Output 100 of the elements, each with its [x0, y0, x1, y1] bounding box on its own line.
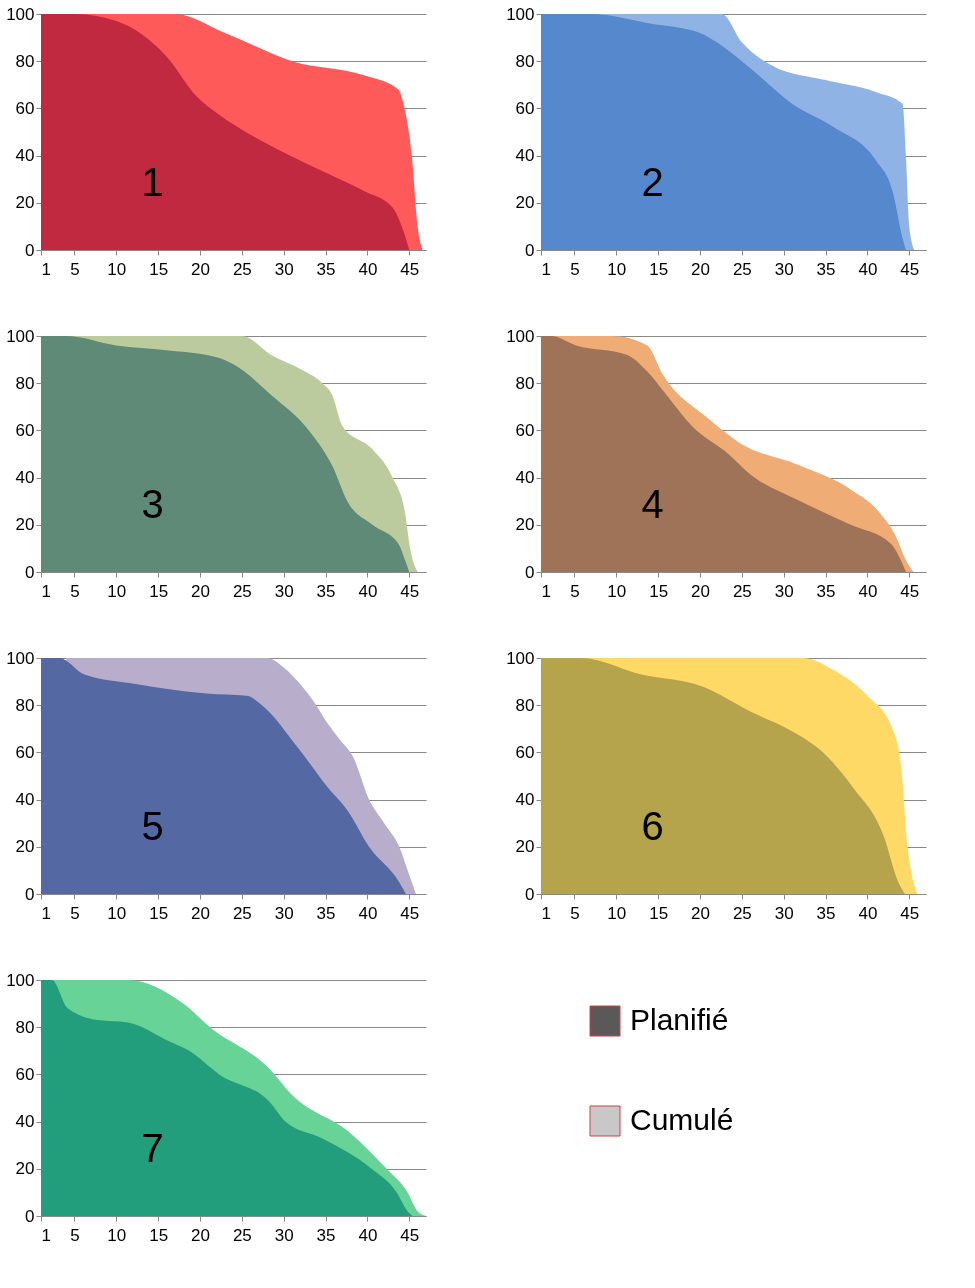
- y-tick-label: 20: [515, 837, 535, 857]
- y-tick-label: 20: [515, 193, 535, 213]
- x-tick-label: 35: [316, 1225, 336, 1245]
- y-tick-label: 0: [25, 240, 35, 260]
- annotation: 7: [141, 1125, 164, 1170]
- x-tick-label: 5: [70, 903, 80, 923]
- y-tick-label: 0: [25, 884, 35, 904]
- x-tick-label: 25: [232, 903, 252, 923]
- y-tick-label: 100: [506, 326, 535, 346]
- x-tick-label: 30: [774, 903, 794, 923]
- y-tick-label: 40: [515, 790, 535, 810]
- x-tick-label: 1: [41, 259, 51, 279]
- y-tick-label: 100: [6, 4, 35, 24]
- y-tick-label: 100: [506, 648, 535, 668]
- x-tick-label: 1: [541, 903, 551, 923]
- x-tick-label: 45: [400, 581, 420, 601]
- x-tick-label: 45: [900, 581, 920, 601]
- x-tick-label: 15: [149, 1225, 169, 1245]
- x-tick-label: 10: [107, 1225, 127, 1245]
- x-tick-label: 5: [570, 581, 580, 601]
- y-tick-label: 60: [15, 1064, 35, 1084]
- x-tick-label: 45: [400, 903, 420, 923]
- y-tick-label: 100: [6, 970, 35, 990]
- y-tick-label: 0: [525, 884, 535, 904]
- x-tick-label: 30: [274, 1225, 294, 1245]
- x-tick-label: 10: [107, 259, 127, 279]
- x-tick-label: 5: [570, 259, 580, 279]
- y-tick-label: 80: [515, 51, 535, 71]
- x-tick-label: 5: [70, 581, 80, 601]
- y-tick-label: 100: [6, 326, 35, 346]
- x-tick-label: 15: [149, 903, 169, 923]
- x-tick-label: 45: [400, 1225, 420, 1245]
- x-tick-label: 15: [149, 581, 169, 601]
- x-tick-label: 15: [649, 903, 669, 923]
- x-tick-label: 35: [316, 903, 336, 923]
- x-tick-label: 20: [191, 903, 210, 923]
- annotation: 3: [141, 481, 164, 526]
- y-tick-label: 100: [506, 4, 535, 24]
- x-tick-label: 10: [107, 581, 127, 601]
- x-tick-label: 40: [358, 903, 378, 923]
- y-tick-label: 60: [15, 742, 35, 762]
- y-tick-label: 20: [15, 515, 35, 535]
- x-tick-label: 30: [774, 259, 794, 279]
- y-tick-label: 60: [15, 420, 35, 440]
- y-tick-label: 20: [15, 837, 35, 857]
- x-tick-label: 5: [70, 259, 80, 279]
- x-tick-label: 20: [191, 581, 210, 601]
- y-tick-label: 60: [515, 98, 535, 118]
- y-tick-label: 20: [515, 515, 535, 535]
- y-tick-label: 40: [515, 146, 535, 166]
- x-tick-label: 25: [232, 1225, 252, 1245]
- x-tick-label: 20: [191, 259, 210, 279]
- y-tick-label: 80: [15, 1017, 35, 1037]
- x-tick-label: 35: [316, 581, 336, 601]
- x-tick-label: 40: [358, 581, 378, 601]
- x-tick-label: 45: [400, 259, 420, 279]
- x-tick-label: 15: [649, 581, 669, 601]
- x-tick-label: 5: [70, 1225, 80, 1245]
- x-tick-label: 30: [274, 259, 294, 279]
- y-tick-label: 20: [15, 193, 35, 213]
- x-tick-label: 25: [732, 903, 752, 923]
- x-tick-label: 30: [274, 581, 294, 601]
- y-tick-label: 100: [6, 648, 35, 668]
- x-tick-label: 20: [191, 1225, 210, 1245]
- x-tick-label: 25: [232, 259, 252, 279]
- y-tick-label: 60: [515, 420, 535, 440]
- x-tick-label: 25: [732, 581, 752, 601]
- x-tick-label: 45: [900, 903, 920, 923]
- x-tick-label: 45: [900, 259, 920, 279]
- x-tick-label: 30: [274, 903, 294, 923]
- y-tick-label: 0: [25, 562, 35, 582]
- y-tick-label: 60: [15, 98, 35, 118]
- y-tick-label: 60: [515, 742, 535, 762]
- y-tick-label: 80: [515, 373, 535, 393]
- x-tick-label: 10: [607, 259, 627, 279]
- x-tick-label: 20: [691, 259, 710, 279]
- y-tick-label: 0: [525, 562, 535, 582]
- x-tick-label: 40: [358, 1225, 378, 1245]
- category-label: Planifié: [630, 1003, 729, 1036]
- y-tick-label: 80: [15, 51, 35, 71]
- y-tick-label: 20: [15, 1159, 35, 1179]
- x-tick-label: 30: [774, 581, 794, 601]
- annotation: 5: [141, 803, 164, 848]
- y-tick-label: 80: [15, 373, 35, 393]
- y-tick-label: 40: [15, 1112, 35, 1132]
- annotation: 2: [641, 159, 664, 204]
- annotation: 4: [641, 481, 664, 526]
- x-tick-label: 35: [316, 259, 336, 279]
- y-tick-label: 40: [15, 790, 35, 810]
- x-tick-label: 35: [816, 903, 836, 923]
- x-tick-label: 1: [541, 259, 551, 279]
- category-label: Cumulé: [630, 1103, 734, 1136]
- x-tick-label: 10: [607, 581, 627, 601]
- x-tick-label: 40: [858, 903, 878, 923]
- x-tick-label: 25: [732, 259, 752, 279]
- y-tick-label: 80: [515, 695, 535, 715]
- y-tick-label: 0: [525, 240, 535, 260]
- x-tick-label: 25: [232, 581, 252, 601]
- x-tick-label: 1: [41, 581, 51, 601]
- annotation: 6: [641, 803, 664, 848]
